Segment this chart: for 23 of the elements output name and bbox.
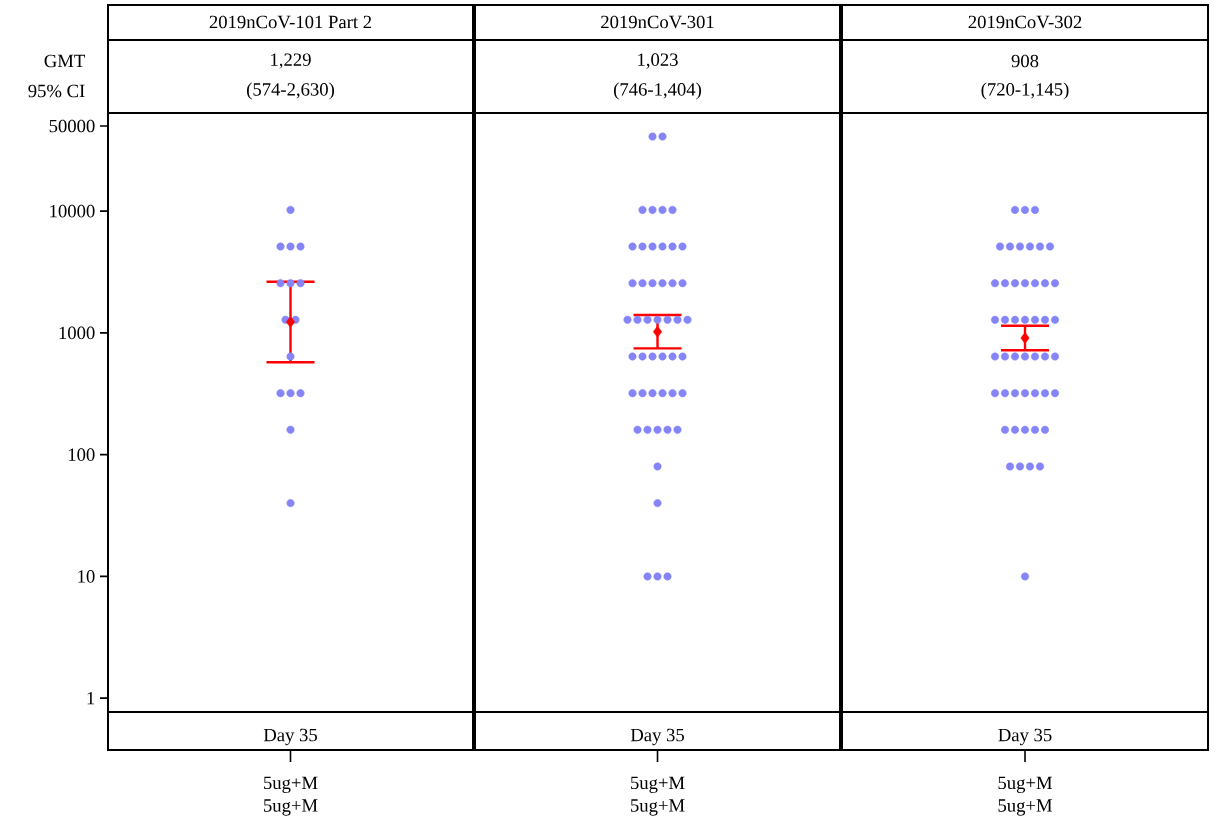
text: GMT bbox=[44, 54, 85, 68]
y-tick-label: 50000 bbox=[49, 119, 95, 133]
x-axis-title: Day 35 bbox=[630, 728, 685, 746]
x-tick-label: 5ug+M 5ug+M bbox=[264, 776, 318, 816]
chart-title: 2019nCoV-302 bbox=[968, 15, 1082, 29]
text: (720-1,145) bbox=[981, 82, 1069, 100]
x-tick-label: 5ug+M 5ug+M bbox=[998, 776, 1053, 816]
text: 908 bbox=[1011, 54, 1039, 68]
y-tick-label: 10000 bbox=[50, 204, 95, 218]
x-axis-title: Day 35 bbox=[998, 728, 1052, 746]
y-tick-label: 1 bbox=[87, 691, 95, 705]
x-axis-title: Day 35 bbox=[263, 728, 317, 746]
y-tick-label: 1000 bbox=[59, 326, 95, 340]
chart-title: 2019nCoV-301 bbox=[601, 15, 714, 29]
text: 1,023 bbox=[638, 53, 678, 69]
text: (746-1,404) bbox=[614, 82, 702, 100]
text: 1,229 bbox=[271, 53, 311, 69]
y-tick-label: 10 bbox=[78, 570, 95, 583]
y-tick-label: 100 bbox=[68, 448, 95, 461]
text: 95% CI bbox=[28, 84, 85, 98]
text: (574-2,630) bbox=[247, 82, 335, 100]
chart-title: 2019nCoV-101 Part 2 bbox=[209, 15, 372, 29]
x-tick-label: 5ug+M 5ug+M bbox=[631, 776, 685, 816]
